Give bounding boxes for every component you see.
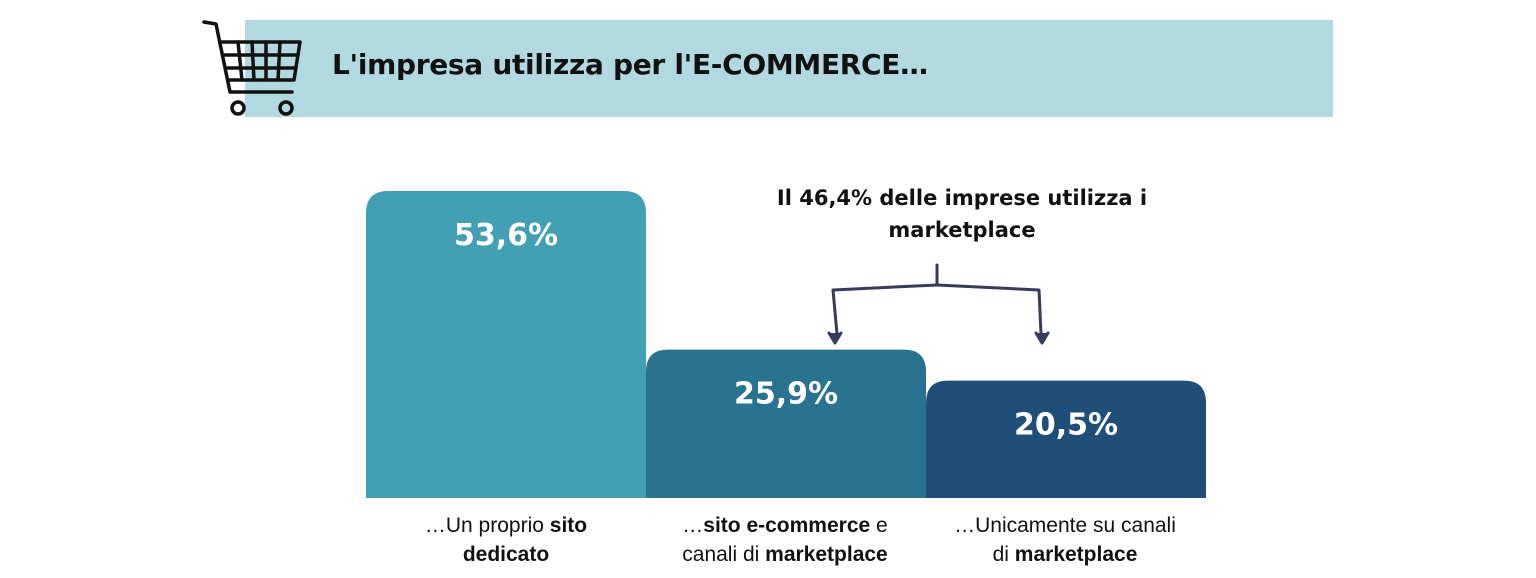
bracket-annotation — [827, 263, 1050, 345]
category-label-3: …Unicamente su canali di marketplace — [954, 514, 1176, 566]
page-title: L'impresa utilizza per l'E-COMMERCE… — [332, 48, 928, 81]
data-label-3: 20,5% — [1014, 408, 1118, 443]
arrow-right-icon — [1034, 331, 1050, 345]
data-label-2: 25,9% — [734, 377, 838, 412]
bar-3 — [926, 380, 1206, 498]
bar-2 — [646, 349, 926, 498]
category-label-2: …sito e-commerce e canali di marketplace — [682, 514, 888, 566]
annotation-line-2: marketplace — [888, 218, 1036, 242]
header-band — [245, 20, 1333, 117]
bar-1 — [366, 191, 646, 498]
annotation-text: Il 46,4% delle imprese utilizza i market… — [752, 182, 1172, 246]
arrow-left-icon — [827, 331, 843, 345]
data-label-1: 53,6% — [454, 218, 558, 253]
shopping-cart-icon — [202, 20, 302, 116]
bracket-arm — [831, 283, 1043, 336]
annotation-line-1: Il 46,4% delle imprese utilizza i — [776, 186, 1148, 210]
category-label-1: …Un proprio sito dedicato — [424, 514, 588, 566]
